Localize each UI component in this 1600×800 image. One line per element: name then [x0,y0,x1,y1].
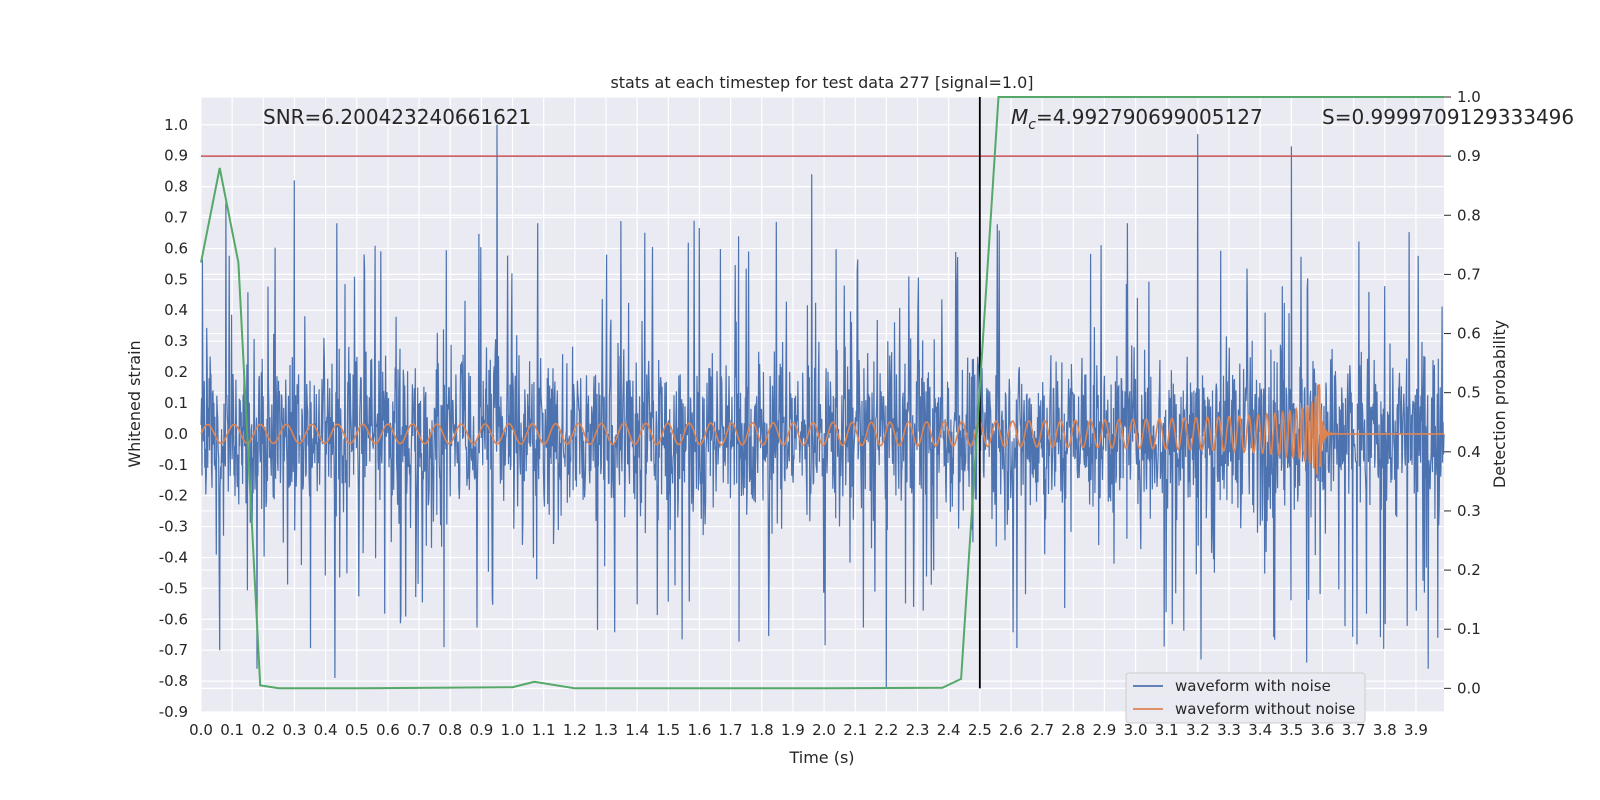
y-tick-label: -0.5 [159,579,188,597]
y2-tick-label: 0.3 [1457,502,1481,520]
x-tick-label: 1.8 [750,721,774,739]
y-axis-label: Whitened strain [125,340,144,467]
x-tick-label: 2.5 [968,721,992,739]
y-tick-label: 1.0 [164,116,188,134]
x-tick-label: 0.0 [189,721,213,739]
x-tick-label: 0.1 [220,721,244,739]
y2-tick-label: 0.2 [1457,561,1481,579]
x-tick-label: 0.7 [407,721,431,739]
legend-label-noise: waveform with noise [1175,677,1331,695]
y-tick-label: -0.6 [159,610,188,628]
x-tick-label: 1.4 [625,721,649,739]
x-tick-label: 3.8 [1373,721,1397,739]
y-tick-label: 0.8 [164,178,188,196]
y-tick-label: 0.4 [164,301,188,319]
x-tick-label: 3.0 [1124,721,1148,739]
chart-title: stats at each timestep for test data 277… [610,73,1033,92]
y-tick-label: -0.2 [159,487,188,505]
x-tick-label: 3.1 [1155,721,1179,739]
x-tick-label: 1.1 [532,721,556,739]
x-tick-label: 2.1 [843,721,867,739]
x-tick-label: 0.6 [376,721,400,739]
legend: waveform with noise waveform without noi… [1125,672,1366,724]
x-tick-label: 1.9 [781,721,805,739]
x-axis-label: Time (s) [788,748,854,767]
y-tick-labels: 1.0 0.9 0.8 0.7 0.6 0.5 0.4 0.3 0.2 0.1 0.0 -0.1 -0.… [159,116,188,721]
x-tick-label: 0.2 [251,721,275,739]
y-tick-label: -0.1 [159,456,188,474]
x-tick-label: 2.2 [874,721,898,739]
x-tick-label: 2.6 [999,721,1023,739]
y-tick-label: -0.8 [159,672,188,690]
detection-score-annotation: S=0.9999709129333496 [1322,105,1574,129]
x-tick-label: 2.3 [906,721,930,739]
waveform-without-noise-series [200,384,1444,475]
x-tick-label: 0.5 [345,721,369,739]
y-tick-label: 0.6 [164,239,188,257]
legend-label-clean: waveform without noise [1175,700,1355,718]
y-tick-label: 0.5 [164,270,188,288]
y2-tick-label: 0.0 [1457,679,1481,697]
x-tick-label: 1.6 [688,721,712,739]
x-tick-label: 2.0 [812,721,836,739]
x-tick-labels: 0.0 0.1 0.2 0.3 0.4 0.5 0.6 0.7 0.8 0.9 1.0 1.1 1.2 1… [189,721,1428,739]
waveform-with-noise-series [200,124,1445,688]
snr-annotation: SNR=6.200423240661621 [263,105,531,129]
x-tick-label: 3.9 [1404,721,1428,739]
x-tick-label: 3.4 [1248,721,1272,739]
x-tick-label: 2.7 [1030,721,1054,739]
x-tick-label: 0.3 [283,721,307,739]
y2-axis-label: Detection probability [1490,320,1509,488]
x-tick-label: 2.4 [937,721,961,739]
x-tick-label: 3.5 [1279,721,1303,739]
y2-tick-labels: 1.0 0.9 0.8 0.7 0.6 0.5 0.4 0.3 0.2 0.1 0.0 [1444,88,1481,697]
x-tick-label: 1.7 [719,721,743,739]
y-tick-label: 0.1 [164,394,188,412]
y2-tick-label: 0.1 [1457,620,1481,638]
y2-tick-label: 0.5 [1457,384,1481,402]
legend-box [1125,672,1366,724]
y2-tick-label: 1.0 [1457,88,1481,106]
y-tick-label: 0.0 [164,425,188,443]
y-tick-label: -0.7 [159,641,188,659]
x-tick-label: 1.2 [563,721,587,739]
y2-tick-label: 0.9 [1457,147,1481,165]
x-tick-label: 0.4 [314,721,338,739]
x-tick-label: 3.2 [1186,721,1210,739]
series-layer [200,96,1445,690]
y2-tick-label: 0.4 [1457,443,1481,461]
x-tick-label: 2.9 [1093,721,1117,739]
x-tick-label: 3.3 [1217,721,1241,739]
y-tick-label: 0.3 [164,332,188,350]
y2-tick-label: 0.8 [1457,206,1481,224]
x-tick-label: 0.8 [438,721,462,739]
y-tick-label: 0.7 [164,209,188,227]
y-tick-label: 0.9 [164,147,188,165]
y2-tick-label: 0.6 [1457,325,1481,343]
chirp-mass-annotation: Mc=4.992790699005127 [1011,105,1263,133]
y-tick-label: -0.4 [159,548,188,566]
y-tick-label: -0.3 [159,518,188,536]
x-tick-label: 2.8 [1061,721,1085,739]
y-tick-label: -0.9 [159,703,188,721]
x-tick-label: 1.3 [594,721,618,739]
x-tick-label: 1.5 [656,721,680,739]
x-tick-label: 3.6 [1311,721,1335,739]
x-tick-label: 1.0 [501,721,525,739]
y2-tick-label: 0.7 [1457,265,1481,283]
y-tick-label: 0.2 [164,363,188,381]
x-tick-label: 0.9 [469,721,493,739]
x-tick-label: 3.7 [1342,721,1366,739]
detection-probability-series [200,96,1444,690]
